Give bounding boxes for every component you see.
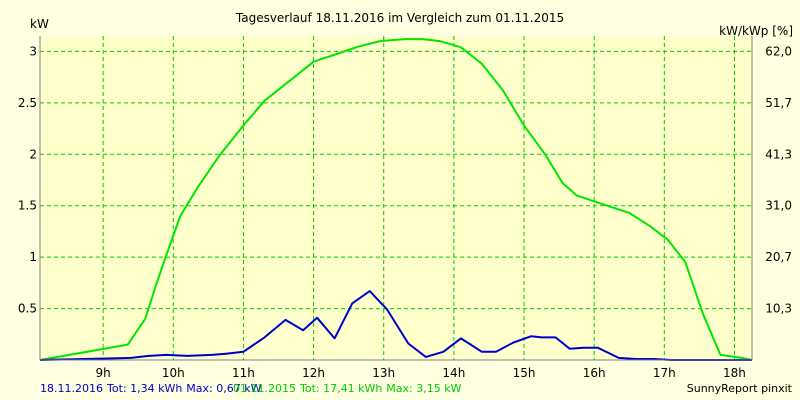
footer-green-tot: Tot: 17,41 kWh <box>299 382 383 395</box>
x-tick-label: 9h <box>96 366 111 380</box>
y-tick-label-right: 20,7 <box>765 250 792 264</box>
y-tick-label-left: 2.5 <box>18 96 37 110</box>
x-tick-label: 17h <box>653 366 676 380</box>
footer-blue-date: 18.11.2016 <box>40 382 103 395</box>
y-tick-label-right: 31,0 <box>765 199 792 213</box>
footer-blue-max: Max: 0,67 kW <box>186 382 262 395</box>
x-tick-label: 18h <box>723 366 746 380</box>
footer-blue-tot: Tot: 1,34 kWh <box>106 382 183 395</box>
x-tick-label: 16h <box>583 366 606 380</box>
series-layer <box>39 38 753 361</box>
y-tick-label-right: 62,0 <box>765 44 792 58</box>
y-axis-label-left: kW <box>30 17 49 31</box>
x-tick-label: 13h <box>372 366 395 380</box>
y-tick-label-right: 41,3 <box>765 147 792 161</box>
y-tick-label-left: 1 <box>29 250 37 264</box>
footer-series-blue: 18.11.2016 Tot: 1,34 kWh Max: 0,67 kW <box>40 382 265 395</box>
x-tick-label: 11h <box>232 366 255 380</box>
footer-credit: SunnyReport pinxit <box>686 382 792 395</box>
y-axis-label-right: kW/kWp [%] <box>719 24 793 38</box>
x-tick-label: 14h <box>442 366 465 380</box>
y-tick-label-left: 0.5 <box>18 302 37 316</box>
footer-series-green: 01.11.2015 Tot: 17,41 kWh Max: 3,15 kW <box>233 382 465 395</box>
footer-green-date: 01.11.2015 <box>233 382 296 395</box>
series-line-1 <box>39 38 753 361</box>
x-tick-label: 15h <box>513 366 536 380</box>
series-line-2 <box>39 290 752 361</box>
tick-labels: 9h 10h 11h 12h 13h 14h 15h 16h 17h 18h 0.5 1 1.5 2 2.5… <box>18 44 792 380</box>
y-tick-label-right: 51,7 <box>765 96 792 110</box>
x-tick-label: 12h <box>302 366 325 380</box>
y-tick-label-left: 3 <box>29 44 37 58</box>
y-tick-label-left: 2 <box>29 147 37 161</box>
y-tick-label-left: 1.5 <box>18 199 37 213</box>
plot-area <box>40 36 752 360</box>
x-tick-label: 10h <box>162 366 185 380</box>
chart-title: Tagesverlauf 18.11.2016 im Vergleich zum… <box>235 11 564 25</box>
y-tick-label-right: 10,3 <box>765 302 792 316</box>
footer-green-max: Max: 3,15 kW <box>386 382 462 395</box>
